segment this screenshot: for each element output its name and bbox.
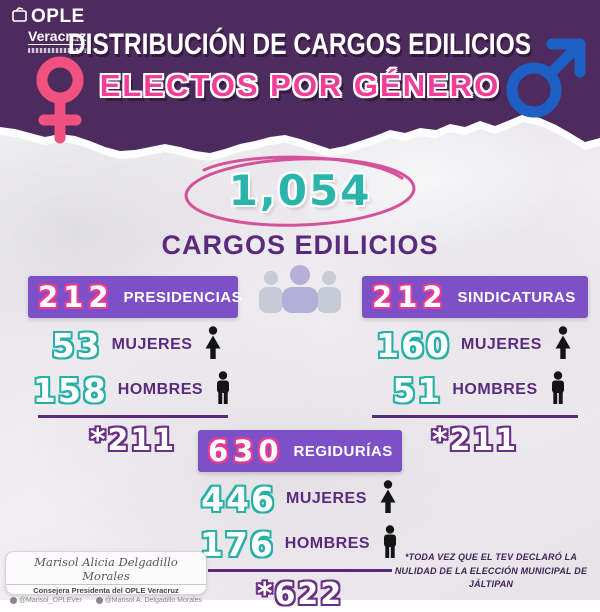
men-count: 176 bbox=[199, 524, 275, 564]
sindicaturas-women-row: 160 MUJERES bbox=[362, 325, 588, 365]
women-count: 446 bbox=[201, 479, 277, 519]
presidencias-divider bbox=[38, 415, 228, 418]
regidurias-men-row: 176 HOMBRES bbox=[198, 524, 402, 564]
sindicaturas-net: *211 bbox=[431, 423, 519, 458]
section-regidurias: 630 REGIDURÍAS 446 MUJERES 176 HOMBRES *… bbox=[198, 430, 402, 612]
man-icon bbox=[380, 524, 400, 564]
regidurias-divider bbox=[208, 569, 392, 572]
facebook-icon bbox=[95, 597, 103, 605]
men-count: 158 bbox=[32, 370, 108, 410]
logo-tagline-strip bbox=[28, 48, 90, 53]
presidencias-men-row: 158 HOMBRES bbox=[28, 370, 238, 410]
twitter-handle[interactable]: @Marisol_OPLEVer bbox=[9, 597, 82, 605]
women-label: MUJERES bbox=[111, 336, 193, 353]
men-count: 51 bbox=[392, 370, 443, 410]
men-label: HOMBRES bbox=[117, 381, 204, 398]
total-value: 1,054 bbox=[228, 166, 372, 215]
regidurias-count: 630 bbox=[208, 433, 284, 468]
section-presidencias: 212 PRESIDENCIAS 53 MUJERES 158 HOMBRES … bbox=[28, 276, 242, 458]
sindicaturas-men-row: 51 HOMBRES bbox=[362, 370, 588, 410]
man-icon bbox=[548, 370, 568, 410]
sindicaturas-banner: 212 SINDICATURAS bbox=[362, 276, 588, 318]
twitter-icon bbox=[9, 597, 17, 605]
men-label: HOMBRES bbox=[284, 535, 371, 552]
total-badge: 1,054 bbox=[150, 152, 450, 232]
presidencias-label: PRESIDENCIAS bbox=[123, 288, 243, 306]
people-group-icon bbox=[256, 265, 344, 318]
man-icon bbox=[213, 370, 233, 410]
ballot-box-icon bbox=[12, 6, 27, 28]
women-label: MUJERES bbox=[286, 490, 367, 507]
facebook-handle[interactable]: @Marisol A. Delgadillo Morales bbox=[95, 597, 202, 605]
presidencias-women-row: 53 MUJERES bbox=[28, 325, 238, 365]
regidurias-women-row: 446 MUJERES bbox=[198, 479, 402, 519]
signature-name: Marisol Alicia Delgadillo Morales bbox=[6, 555, 206, 585]
ople-logo: OPLE Veracruz bbox=[12, 6, 90, 53]
male-symbol-icon bbox=[500, 34, 592, 129]
men-label: HOMBRES bbox=[452, 381, 538, 398]
regidurias-net: *622 bbox=[256, 577, 344, 612]
sindicaturas-divider bbox=[372, 415, 578, 418]
woman-icon bbox=[552, 325, 574, 365]
regidurias-label: REGIDURÍAS bbox=[293, 442, 393, 460]
presidencias-net: *211 bbox=[89, 423, 177, 458]
page-subtitle: ELECTOS POR GÉNERO bbox=[99, 68, 501, 103]
regidurias-banner: 630 REGIDURÍAS bbox=[198, 430, 402, 472]
total-label: CARGOS EDILICIOS bbox=[161, 230, 439, 260]
sindicaturas-label: SINDICATURAS bbox=[457, 288, 576, 306]
woman-icon bbox=[377, 479, 399, 519]
presidencias-banner: 212 PRESIDENCIAS bbox=[28, 276, 242, 318]
footnote: *TODA VEZ QUE EL TEV DECLARÓ LA NULIDAD … bbox=[394, 552, 588, 589]
presidencias-count: 212 bbox=[38, 279, 114, 314]
signature-role: Consejera Presidenta del OPLE Veracruz bbox=[33, 586, 179, 596]
logo-org-text: OPLE bbox=[31, 6, 85, 27]
women-count: 160 bbox=[376, 325, 452, 365]
female-symbol-icon bbox=[26, 56, 94, 149]
women-label: MUJERES bbox=[461, 336, 542, 353]
sindicaturas-count: 212 bbox=[372, 279, 448, 314]
women-count: 53 bbox=[51, 325, 102, 365]
signature-card: Marisol Alicia Delgadillo Morales Consej… bbox=[5, 551, 207, 605]
logo-region-text: Veracruz bbox=[28, 28, 87, 46]
section-sindicaturas: 212 SINDICATURAS 160 MUJERES 51 HOMBRES … bbox=[362, 276, 588, 458]
hand-drawn-ellipse bbox=[184, 155, 416, 227]
woman-icon bbox=[202, 325, 224, 365]
page-title: DISTRIBUCIÓN DE CARGOS EDILICIOS bbox=[68, 28, 532, 61]
